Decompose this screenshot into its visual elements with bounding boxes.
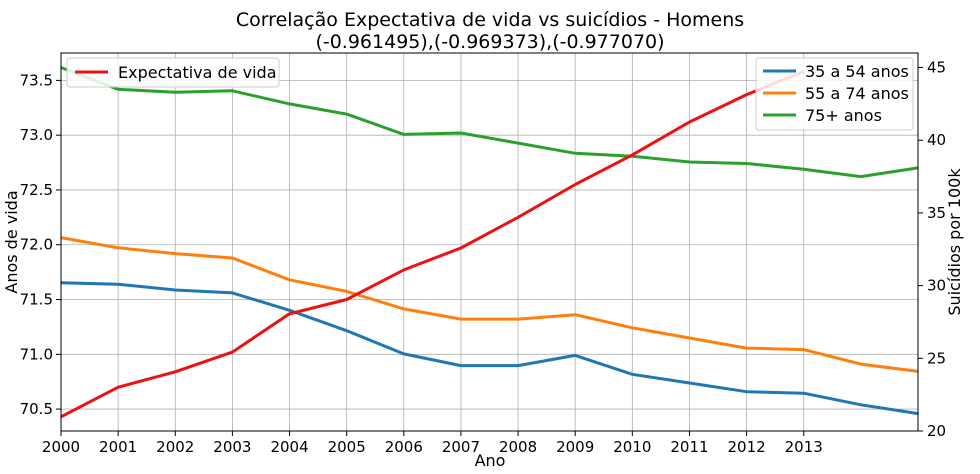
x-axis: 2000 2001 2002 2003 2004 2005 2006 2007 2008 2009…	[42, 431, 823, 456]
legend-right-box	[755, 57, 914, 131]
y-right-tick-label-35: 35	[927, 204, 946, 222]
y-right-tick-label-25: 25	[927, 349, 946, 367]
grid	[60, 53, 918, 431]
series-line-right-1	[60, 236, 919, 373]
chart-subtitle: (-0.961495),(-0.969373),(-0.977070)	[315, 31, 664, 53]
x-tick-label-2004: 2004	[270, 438, 308, 456]
legend-label-75-plus: 75+ anos	[805, 106, 882, 125]
y-left-tick-label-71.5: 71.5	[20, 291, 53, 309]
x-tick-label-2005: 2005	[328, 438, 366, 456]
x-tick-label-2012: 2012	[728, 438, 766, 456]
y-axis-right-title: Suicídios por 100k	[945, 168, 964, 316]
x-tick-label-2001: 2001	[99, 438, 137, 456]
y-right-tick-label-40: 40	[927, 131, 946, 149]
x-tick-label-2013: 2013	[785, 438, 823, 456]
legend-left: Expectativa de vida	[66, 57, 280, 88]
series-line-right-2	[60, 66, 919, 179]
y-left-tick-label-73.0: 73.0	[20, 126, 53, 144]
x-tick-label-2003: 2003	[213, 438, 251, 456]
x-tick-label-2009: 2009	[556, 438, 594, 456]
x-tick-label-2008: 2008	[499, 438, 537, 456]
x-tick-label-2010: 2010	[613, 438, 651, 456]
y-left-tick-label-73.5: 73.5	[20, 71, 53, 89]
x-axis-title: Ano	[475, 451, 506, 470]
y-axis-left: 70.5 71.0 71.5 72.0 72.5 73.0 73.5	[20, 71, 61, 418]
x-tick-label-2011: 2011	[670, 438, 708, 456]
y-right-tick-label-45: 45	[927, 59, 946, 77]
x-tick-label-2006: 2006	[385, 438, 423, 456]
legend-label-55-74: 55 a 74 anos	[805, 84, 909, 103]
y-axis-right: 20 25 30 35 40 45	[918, 59, 946, 440]
x-tick-label-2002: 2002	[156, 438, 194, 456]
legend-label-35-54: 35 a 54 anos	[805, 62, 909, 81]
series-layer	[60, 66, 919, 419]
x-tick-label-2000: 2000	[42, 438, 80, 456]
y-left-tick-label-72.5: 72.5	[20, 181, 53, 199]
series-line-right-0	[60, 281, 919, 416]
y-left-tick-label-71.0: 71.0	[20, 345, 53, 363]
y-left-tick-label-70.5: 70.5	[20, 400, 53, 418]
chart-title: Correlação Expectativa de vida vs suicíd…	[236, 9, 744, 31]
plot-frame	[60, 52, 919, 432]
x-tick-label-2007: 2007	[442, 438, 480, 456]
y-left-tick-label-72.0: 72.0	[20, 236, 53, 254]
series-line-left-0	[60, 70, 805, 419]
y-axis-left-title: Anos de vida	[2, 190, 21, 293]
legend-label-expectativa: Expectativa de vida	[118, 63, 277, 82]
legend-left-box	[66, 57, 280, 88]
y-right-tick-label-20: 20	[927, 422, 946, 440]
legend-right: 35 a 54 anos 55 a 74 anos 75+ anos	[755, 57, 914, 131]
y-right-tick-label-30: 30	[927, 277, 946, 295]
